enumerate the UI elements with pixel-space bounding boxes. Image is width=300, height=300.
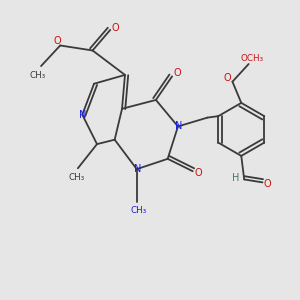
Text: CH₃: CH₃ [30, 71, 46, 80]
Text: N: N [134, 164, 142, 174]
Text: OCH₃: OCH₃ [240, 54, 263, 63]
Text: O: O [194, 168, 202, 178]
Text: O: O [112, 22, 119, 32]
Text: CH₃: CH₃ [68, 173, 85, 182]
Text: CH₃: CH₃ [131, 206, 147, 215]
Text: N: N [175, 122, 182, 131]
Text: O: O [264, 179, 272, 189]
Text: O: O [223, 73, 231, 83]
Text: H: H [232, 173, 240, 183]
Text: O: O [174, 68, 181, 78]
Text: O: O [53, 36, 61, 46]
Text: N: N [79, 110, 86, 120]
